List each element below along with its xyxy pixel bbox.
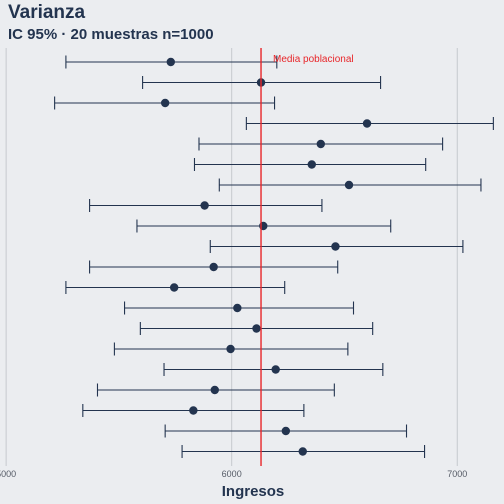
estimate-point [160,98,170,108]
x-tick-label: 6000 [222,469,242,479]
interval-row [218,178,482,192]
estimate-point [166,57,175,67]
interval-row [163,363,384,376]
interval-row [54,96,276,110]
x-tick-label: 7000 [447,469,467,479]
interval-row [113,342,349,356]
interval-row [89,260,339,274]
reference-line-label: Media poblacional [273,54,354,65]
x-tick-label: 5000 [0,469,16,479]
estimate-point [298,447,307,456]
estimate-point [210,385,219,395]
estimate-point [331,242,340,251]
interval-row [89,199,323,212]
x-axis-label: Ingresos [222,483,285,500]
chart-title: Varianza [8,2,86,23]
interval-row [82,404,305,417]
interval-row [198,137,444,151]
estimate-point [209,262,218,272]
interval-series [54,55,494,458]
interval-row [65,281,286,294]
estimate-point [252,324,261,333]
interval-row [65,55,278,69]
estimate-point [169,283,179,292]
estimate-point [226,344,235,354]
interval-row [245,117,494,130]
interval-row [139,322,374,335]
interval-row [96,383,335,397]
estimate-point [362,119,372,128]
estimate-point [307,160,316,169]
estimate-point [233,303,242,313]
interval-row [181,445,426,458]
estimate-point [281,426,291,436]
estimate-point [189,406,198,415]
reference-line-group: Media poblacional [260,48,354,466]
chart-subtitle: IC 95% · 20 muestras n=1000 [8,26,214,43]
interval-row [124,301,355,315]
x-axis-ticks: 5000 6000 7000 [0,469,467,479]
grid-lines [5,48,458,466]
interval-row [209,240,464,253]
estimate-point [316,139,325,149]
estimate-point [344,180,354,190]
estimate-point [200,201,209,210]
interval-row [164,424,408,438]
interval-row [193,158,427,171]
estimate-point [271,365,280,374]
interval-row [136,219,392,233]
